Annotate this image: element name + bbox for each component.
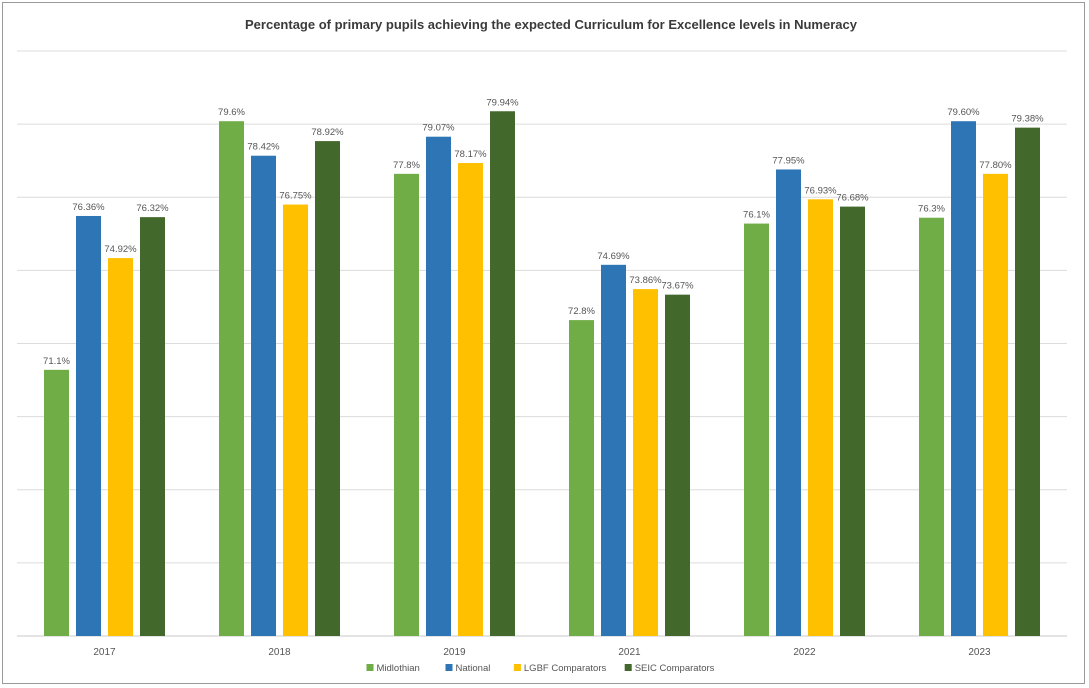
bar-national-2021 xyxy=(601,264,626,636)
data-label: 79.07% xyxy=(422,123,455,134)
bar-midlothian-2018 xyxy=(219,121,244,636)
data-label: 79.38% xyxy=(1011,114,1044,125)
bar-national-2019 xyxy=(426,136,451,636)
data-label: 79.60% xyxy=(947,107,980,118)
bar-national-2022 xyxy=(776,169,801,636)
bar-seic-comparators-2018 xyxy=(315,141,340,636)
data-label: 74.69% xyxy=(597,251,630,262)
bar-seic-comparators-2017 xyxy=(140,217,165,636)
x-tick-label: 2022 xyxy=(793,647,816,658)
data-label: 72.8% xyxy=(568,306,595,317)
bar-national-2018 xyxy=(251,155,276,636)
legend-item: Midlothian xyxy=(366,663,420,674)
x-tick-label: 2021 xyxy=(618,647,641,658)
bar-midlothian-2022 xyxy=(744,223,769,636)
bar-seic-comparators-2021 xyxy=(665,294,690,636)
legend-swatch xyxy=(445,664,453,671)
data-label: 73.67% xyxy=(661,281,694,292)
legend-item: SEIC Comparators xyxy=(624,663,715,674)
bar-lgbf-comparators-2019 xyxy=(458,163,483,636)
bar-national-2017 xyxy=(76,215,101,636)
bar-chart: Percentage of primary pupils achieving t… xyxy=(17,17,1067,674)
data-label: 71.1% xyxy=(43,356,70,367)
data-label: 76.3% xyxy=(918,204,945,215)
bar-lgbf-comparators-2017 xyxy=(108,258,133,636)
data-label: 74.92% xyxy=(104,244,137,255)
data-label: 76.1% xyxy=(743,210,770,221)
bar-lgbf-comparators-2022 xyxy=(808,199,833,637)
data-label: 77.8% xyxy=(393,160,420,171)
bars xyxy=(44,111,1040,637)
legend-label: SEIC Comparators xyxy=(635,663,715,674)
x-tick-label: 2018 xyxy=(268,647,291,658)
bar-midlothian-2019 xyxy=(394,173,419,636)
data-label: 78.17% xyxy=(454,149,487,160)
bar-lgbf-comparators-2018 xyxy=(283,204,308,636)
legend: Midlothian National LGBF Comparators SEIC C… xyxy=(366,663,715,674)
x-tick-label: 2019 xyxy=(443,647,466,658)
data-label: 76.68% xyxy=(836,193,869,204)
data-label: 78.42% xyxy=(247,142,280,153)
x-tick-label: 2017 xyxy=(93,647,116,658)
data-label: 77.95% xyxy=(772,155,805,166)
data-label: 76.32% xyxy=(136,203,169,214)
bar-midlothian-2023 xyxy=(919,217,944,636)
legend-label: LGBF Comparators xyxy=(524,663,607,674)
legend-label: Midlothian xyxy=(377,663,420,674)
legend-item: National xyxy=(445,663,491,674)
legend-swatch xyxy=(513,664,521,671)
legend-swatch xyxy=(366,664,374,671)
legend-item: LGBF Comparators xyxy=(513,663,607,674)
bar-seic-comparators-2019 xyxy=(490,111,515,636)
bar-seic-comparators-2022 xyxy=(840,206,865,637)
data-label: 77.80% xyxy=(979,160,1012,171)
bar-lgbf-comparators-2021 xyxy=(633,289,658,636)
gridlines xyxy=(17,50,1067,637)
data-labels: 71.1% 76.36% 74.92% 76.32% 79.6% 78.42% 76.75%… xyxy=(43,97,1044,367)
data-label: 78.92% xyxy=(311,127,344,138)
bar-national-2023 xyxy=(951,121,976,636)
chart-title: Percentage of primary pupils achieving t… xyxy=(245,17,858,32)
x-axis-tick-labels: 2017 2018 2019 2021 2022 2023 xyxy=(93,647,991,658)
data-label: 76.93% xyxy=(804,185,837,196)
data-label: 79.94% xyxy=(486,97,519,108)
bar-midlothian-2021 xyxy=(569,320,594,636)
data-label: 73.86% xyxy=(629,275,662,286)
legend-swatch xyxy=(624,664,632,671)
bar-midlothian-2017 xyxy=(44,369,69,636)
data-label: 76.75% xyxy=(279,191,312,202)
bar-seic-comparators-2023 xyxy=(1015,127,1040,636)
data-label: 76.36% xyxy=(72,202,105,213)
bar-lgbf-comparators-2023 xyxy=(983,173,1008,636)
data-label: 79.6% xyxy=(218,107,245,118)
x-tick-label: 2023 xyxy=(968,647,991,658)
legend-label: National xyxy=(456,663,491,674)
